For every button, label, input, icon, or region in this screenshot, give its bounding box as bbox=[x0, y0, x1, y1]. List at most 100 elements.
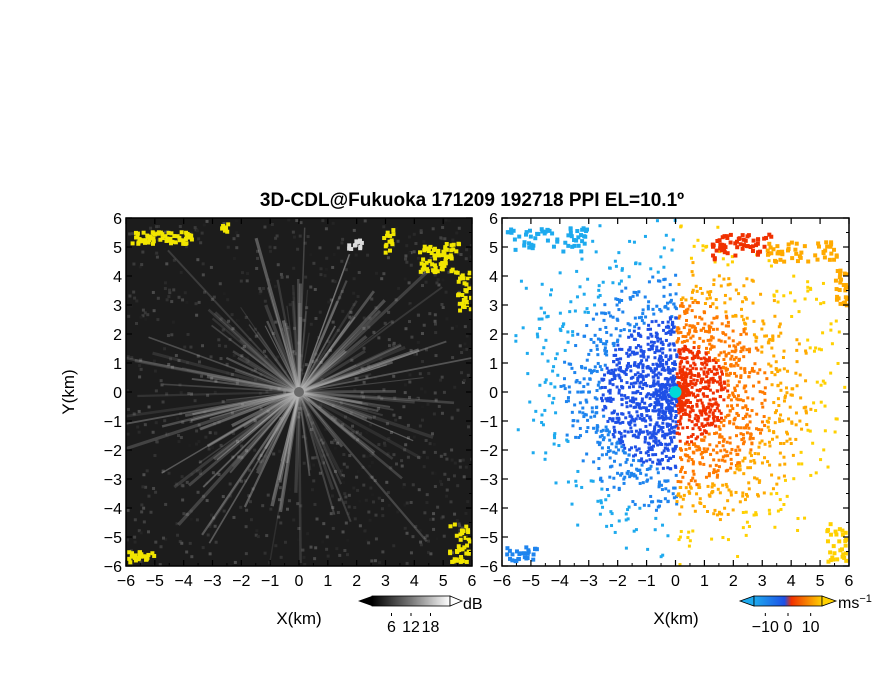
noise-pixel bbox=[409, 304, 413, 308]
velocity-pixel bbox=[528, 400, 532, 404]
velocity-pixel bbox=[632, 363, 636, 367]
velocity-pixel bbox=[705, 406, 709, 410]
echo-pixel bbox=[786, 242, 791, 247]
noise-pixel bbox=[355, 475, 359, 479]
velocity-pixel bbox=[609, 510, 613, 514]
velocity-pixel bbox=[748, 437, 752, 441]
reflectivity-ray bbox=[240, 307, 300, 393]
noise-pixel bbox=[374, 513, 378, 517]
velocity-pixel bbox=[616, 357, 620, 361]
noise-pixel bbox=[424, 439, 428, 443]
velocity-pixel bbox=[689, 336, 693, 340]
noise-pixel bbox=[226, 298, 230, 302]
velocity-pixel bbox=[571, 330, 575, 334]
noise-pixel bbox=[455, 324, 459, 328]
noise-pixel bbox=[450, 326, 454, 330]
echo-pixel bbox=[840, 528, 845, 533]
reflectivity-ray bbox=[206, 374, 300, 394]
noise-pixel bbox=[276, 355, 280, 359]
velocity-pixel bbox=[649, 418, 653, 422]
velocity-pixel bbox=[687, 391, 691, 395]
velocity-pixel bbox=[649, 340, 653, 344]
velocity-pixel bbox=[586, 426, 590, 430]
noise-pixel bbox=[263, 551, 267, 555]
noise-pixel bbox=[190, 555, 194, 559]
noise-pixel bbox=[283, 390, 287, 394]
velocity-pixel bbox=[726, 499, 730, 503]
colorbar-tick-label: 6 bbox=[387, 619, 396, 636]
velocity-pixel bbox=[760, 350, 764, 354]
velocity-pixel bbox=[684, 298, 688, 302]
velocity-pixel bbox=[639, 471, 643, 475]
noise-pixel bbox=[350, 358, 354, 362]
y-tick-label: −4 bbox=[104, 501, 122, 518]
noise-pixel bbox=[314, 352, 318, 356]
noise-pixel bbox=[306, 532, 310, 536]
noise-pixel bbox=[127, 314, 131, 318]
reflectivity-ray bbox=[298, 390, 376, 454]
velocity-pixel bbox=[797, 310, 801, 314]
velocity-pixel bbox=[595, 389, 599, 393]
velocity-pixel bbox=[706, 447, 710, 451]
velocity-pixel bbox=[683, 347, 687, 351]
velocity-pixel bbox=[570, 410, 574, 414]
noise-pixel bbox=[408, 380, 412, 384]
noise-pixel bbox=[434, 331, 438, 335]
noise-pixel bbox=[279, 416, 283, 420]
velocity-pixel bbox=[655, 362, 659, 366]
noise-pixel bbox=[414, 242, 418, 246]
velocity-pixel bbox=[658, 504, 662, 508]
velocity-pixel bbox=[663, 395, 667, 399]
noise-pixel bbox=[210, 297, 214, 301]
noise-pixel bbox=[425, 501, 429, 505]
reflectivity-ray bbox=[297, 391, 302, 563]
reflectivity-ray bbox=[298, 391, 336, 516]
velocity-pixel bbox=[798, 419, 802, 423]
velocity-pixel bbox=[693, 298, 697, 302]
velocity-pixel bbox=[620, 472, 624, 476]
noise-pixel bbox=[412, 250, 416, 254]
velocity-pixel bbox=[633, 453, 637, 457]
noise-pixel bbox=[318, 246, 322, 250]
velocity-pixel bbox=[712, 365, 716, 369]
velocity-pixel bbox=[733, 389, 737, 393]
noise-pixel bbox=[256, 535, 260, 539]
reflectivity-ray bbox=[148, 336, 300, 393]
velocity-pixel bbox=[741, 442, 745, 446]
velocity-pixel bbox=[734, 490, 738, 494]
velocity-pixel bbox=[752, 369, 756, 373]
velocity-pixel bbox=[698, 462, 702, 466]
velocity-pixel bbox=[661, 421, 665, 425]
velocity-pixel bbox=[687, 442, 691, 446]
echo-pixel bbox=[528, 234, 533, 239]
velocity-pixel bbox=[619, 441, 623, 445]
velocity-pixel bbox=[670, 378, 674, 382]
noise-pixel bbox=[299, 354, 303, 358]
noise-pixel bbox=[129, 549, 133, 553]
velocity-pixel bbox=[598, 386, 602, 390]
velocity-pixel bbox=[715, 402, 719, 406]
velocity-pixel bbox=[657, 485, 661, 489]
velocity-pixel bbox=[739, 375, 743, 379]
noise-pixel bbox=[300, 407, 304, 411]
echo-pixel bbox=[758, 249, 763, 254]
noise-pixel bbox=[337, 498, 341, 502]
velocity-pixel bbox=[555, 352, 559, 356]
noise-pixel bbox=[140, 510, 144, 514]
velocity-pixel bbox=[709, 290, 713, 294]
velocity-pixel bbox=[669, 431, 673, 435]
echo-pixel bbox=[828, 550, 833, 555]
noise-pixel bbox=[310, 488, 314, 492]
noise-pixel bbox=[403, 526, 407, 530]
velocity-pixel bbox=[554, 481, 558, 485]
velocity-pixel bbox=[574, 344, 578, 348]
velocity-pixel bbox=[726, 263, 730, 267]
velocity-pixel bbox=[665, 362, 669, 366]
echo-pixel bbox=[828, 558, 833, 563]
noise-pixel bbox=[387, 344, 391, 348]
velocity-pixel bbox=[732, 344, 736, 348]
velocity-pixel bbox=[774, 360, 778, 364]
velocity-pixel bbox=[789, 442, 793, 446]
velocity-pixel bbox=[576, 332, 580, 336]
